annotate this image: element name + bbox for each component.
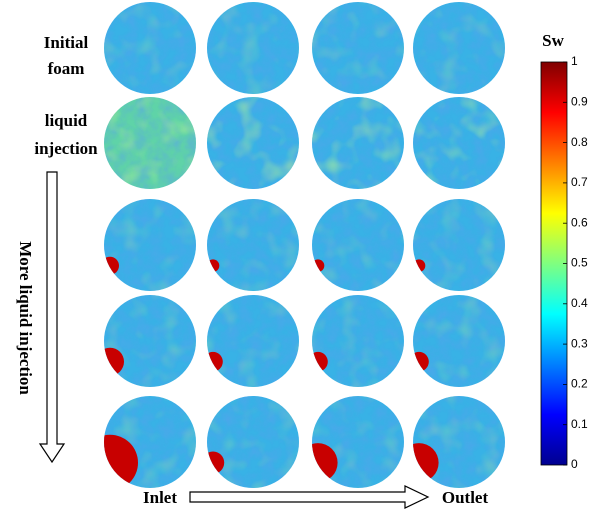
- slice-texture: [207, 295, 299, 387]
- slice: [312, 199, 404, 291]
- slice: [202, 396, 299, 488]
- slice-texture: [413, 2, 505, 94]
- slice: [104, 2, 196, 94]
- inlet-blob: [308, 352, 328, 372]
- slice-texture: [104, 97, 196, 189]
- row-label: Initial: [44, 33, 89, 52]
- slice-texture: [413, 97, 505, 189]
- inlet-blob: [96, 348, 124, 376]
- row-label: foam: [48, 59, 85, 78]
- slice: [82, 396, 196, 491]
- inlet-blob: [202, 452, 224, 474]
- slice: [298, 396, 404, 488]
- figure: Initial foam liquid injection More liqui…: [0, 0, 592, 518]
- slice: [207, 2, 299, 94]
- inlet-blob: [203, 352, 223, 372]
- colorbar-tick-label: 0.9: [571, 94, 588, 108]
- slice-texture: [207, 396, 299, 488]
- slice-texture: [104, 2, 196, 94]
- slice-texture: [312, 97, 404, 189]
- colorbar-label: Sw: [542, 31, 564, 50]
- inlet-blob: [207, 259, 220, 272]
- inlet-blob: [312, 259, 325, 272]
- slice: [413, 2, 505, 94]
- slice: [96, 295, 196, 387]
- colorbar-tick-label: 0.2: [571, 377, 588, 391]
- colorbar-tick-label: 0.6: [571, 215, 588, 229]
- slice-texture: [413, 199, 505, 291]
- side-label: More liquid injection: [16, 241, 35, 395]
- image-grid: [82, 2, 505, 491]
- slice: [399, 396, 505, 488]
- slice-texture: [207, 2, 299, 94]
- inlet-blob: [413, 259, 426, 272]
- slice: [413, 199, 505, 291]
- row-label: liquid: [45, 111, 88, 130]
- outlet-label: Outlet: [442, 488, 489, 507]
- slice: [203, 295, 299, 387]
- slice-texture: [312, 199, 404, 291]
- colorbar-tick-label: 0.8: [571, 135, 588, 149]
- slice: [207, 199, 299, 291]
- colorbar-tick-label: 0.4: [571, 296, 588, 310]
- inlet-blob: [409, 352, 429, 372]
- colorbar-tick-label: 0.1: [571, 417, 588, 431]
- right-arrow: [190, 486, 428, 508]
- inlet-blob: [298, 443, 337, 482]
- slice: [413, 97, 505, 189]
- slice-texture: [413, 295, 505, 387]
- slice: [312, 97, 404, 189]
- colorbar-tick-label: 1: [571, 54, 578, 68]
- slice: [101, 199, 196, 291]
- slice-texture: [104, 199, 196, 291]
- inlet-label: Inlet: [143, 488, 177, 507]
- slice: [104, 97, 196, 189]
- slice: [312, 2, 404, 94]
- slice: [308, 295, 404, 387]
- down-arrow: [40, 172, 64, 462]
- colorbar-tick-label: 0.3: [571, 336, 588, 350]
- slice-texture: [207, 199, 299, 291]
- inlet-blob: [101, 257, 119, 275]
- inlet-blob: [399, 443, 438, 482]
- slice: [207, 97, 299, 189]
- colorbar-tick-label: 0: [571, 457, 578, 471]
- slice-texture: [207, 97, 299, 189]
- colorbar-tick-label: 0.7: [571, 175, 588, 189]
- row-label: injection: [34, 139, 98, 158]
- slice-texture: [312, 295, 404, 387]
- slice: [409, 295, 505, 387]
- slice-texture: [312, 2, 404, 94]
- colorbar-tick-label: 0.5: [571, 256, 588, 270]
- inlet-blob: [82, 435, 138, 491]
